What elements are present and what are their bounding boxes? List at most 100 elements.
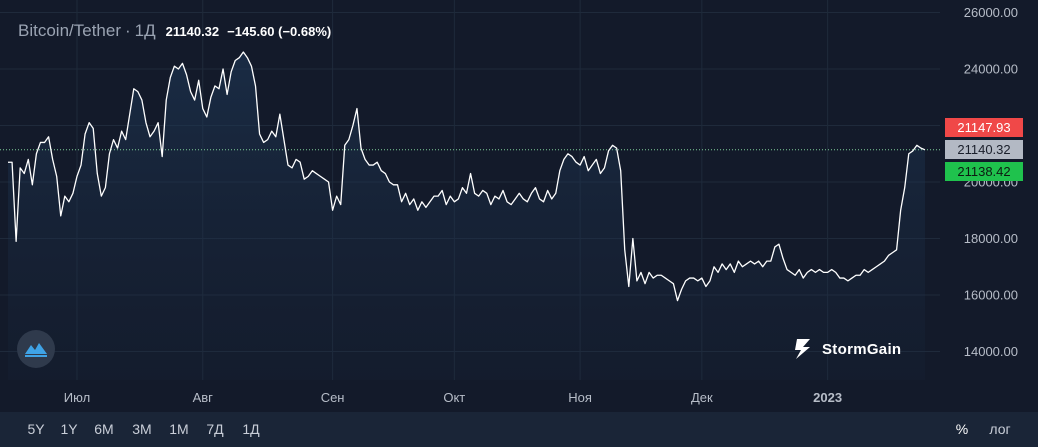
price-point	[409, 204, 410, 205]
mountain-chart-icon[interactable]	[17, 330, 55, 368]
range-button-5y[interactable]: 5Y	[27, 421, 45, 437]
price-point	[920, 148, 921, 149]
price-point	[689, 277, 690, 278]
price-point	[446, 204, 447, 205]
price-point	[661, 275, 662, 276]
y-tick-label: 18000.00	[964, 231, 1018, 246]
range-button-1m[interactable]: 1M	[169, 421, 189, 437]
price-point	[701, 277, 702, 278]
price-point	[628, 286, 629, 287]
price-point	[117, 148, 118, 149]
price-point	[535, 187, 536, 188]
price-point	[421, 201, 422, 202]
price-point	[255, 85, 256, 86]
price-point	[385, 173, 386, 174]
price-point	[717, 272, 718, 273]
x-tick-label: Окт	[443, 390, 465, 405]
brand-name: StormGain	[822, 340, 902, 358]
range-button-7d[interactable]: 7Д	[206, 421, 224, 437]
price-point	[295, 159, 296, 160]
price-point	[705, 286, 706, 287]
price-point	[864, 269, 865, 270]
price-point	[669, 280, 670, 281]
price-point	[571, 156, 572, 157]
price-point	[657, 275, 658, 276]
chart-header: Bitcoin/Tether · 1Д 21140.32 −145.60 (−0…	[18, 20, 331, 42]
price-point	[730, 263, 731, 264]
price-area-fill	[8, 52, 925, 381]
price-point	[227, 94, 228, 95]
price-point	[523, 198, 524, 199]
price-point	[580, 164, 581, 165]
price-point	[486, 193, 487, 194]
price-point	[344, 145, 345, 146]
price-point	[519, 193, 520, 194]
price-point	[490, 204, 491, 205]
price-point	[515, 198, 516, 199]
price-point	[498, 198, 499, 199]
price-point	[190, 91, 191, 92]
y-tick-label: 14000.00	[964, 344, 1018, 359]
price-point	[859, 275, 860, 276]
price-point	[624, 249, 625, 250]
price-point	[884, 261, 885, 262]
price-point	[235, 60, 236, 61]
price-point	[681, 289, 682, 290]
price-point	[506, 201, 507, 202]
price-point	[685, 280, 686, 281]
price-point	[555, 193, 556, 194]
price-point	[52, 159, 53, 160]
price-point	[369, 164, 370, 165]
price-point	[782, 258, 783, 259]
price-point	[786, 269, 787, 270]
price-point	[458, 198, 459, 199]
header-separator: ·	[125, 21, 131, 40]
price-point	[803, 277, 804, 278]
price-point	[11, 162, 12, 163]
price-point	[539, 198, 540, 199]
range-button-1d[interactable]: 1Д	[242, 421, 260, 437]
price-point	[28, 159, 29, 160]
price-point	[762, 266, 763, 267]
range-button-1y[interactable]: 1Y	[60, 421, 78, 437]
x-tick-label: Сен	[321, 390, 345, 405]
price-point	[774, 246, 775, 247]
price-point	[726, 269, 727, 270]
price-point	[312, 170, 313, 171]
ask-price-tag: 21147.93	[945, 118, 1023, 138]
price-point	[547, 190, 548, 191]
price-point	[482, 190, 483, 191]
price-point	[101, 196, 102, 197]
price-point	[300, 162, 301, 163]
price-point	[178, 68, 179, 69]
price-point	[912, 150, 913, 151]
price-point	[271, 131, 272, 132]
price-point	[332, 210, 333, 211]
price-point	[851, 277, 852, 278]
range-button-6m[interactable]: 6M	[94, 421, 114, 437]
price-point	[770, 261, 771, 262]
price-point	[600, 173, 601, 174]
price-point	[222, 68, 223, 69]
price-point	[653, 277, 654, 278]
range-button-3m[interactable]: 3M	[132, 421, 152, 437]
stormgain-bolt-icon	[795, 339, 810, 359]
price-point	[76, 176, 77, 177]
price-point	[754, 263, 755, 264]
price-point	[162, 156, 163, 157]
price-point	[563, 159, 564, 160]
price-point	[263, 142, 264, 143]
price-point	[693, 277, 694, 278]
price-point	[72, 193, 73, 194]
log-scale-toggle[interactable]: лог	[989, 421, 1011, 437]
price-point	[93, 128, 94, 129]
price-point	[880, 263, 881, 264]
price-point	[665, 277, 666, 278]
price-point	[36, 153, 37, 154]
price-point	[16, 241, 17, 242]
price-point	[644, 283, 645, 284]
percent-scale-toggle[interactable]: %	[955, 421, 969, 437]
price-point	[153, 131, 154, 132]
price-point	[876, 266, 877, 267]
price-point	[149, 136, 150, 137]
